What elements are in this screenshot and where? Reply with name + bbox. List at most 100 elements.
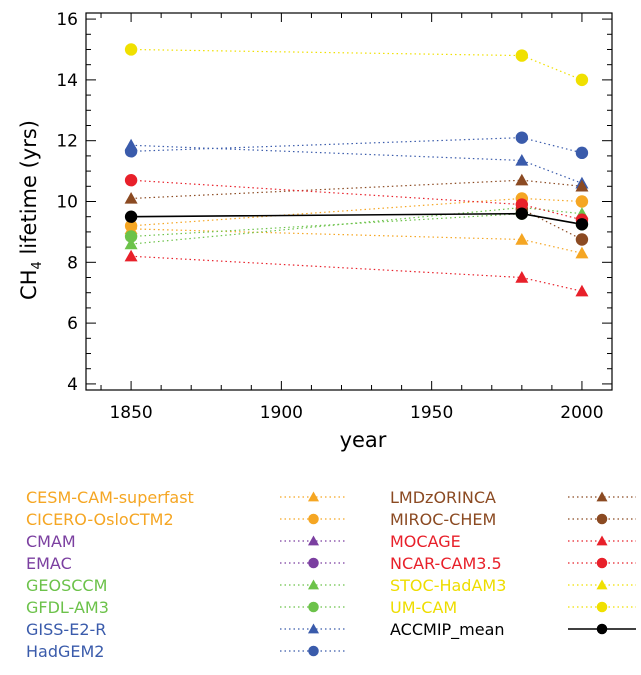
x-axis-title: year	[340, 428, 387, 452]
legend-entry-9: MIROC-CHEM	[390, 510, 636, 529]
legend-label: ACCMIP_mean	[390, 620, 505, 640]
series-line-13	[131, 48, 583, 81]
legend-entry-6: GISS-E2-R	[26, 620, 347, 639]
legend-label: CMAM	[26, 532, 76, 551]
y-tick-label: 4	[67, 375, 78, 395]
y-tick-label: 14	[56, 71, 78, 91]
series-line-1	[131, 197, 582, 227]
x-tick-label: 2000	[560, 403, 603, 423]
plot-area	[124, 43, 589, 297]
legend-entry-0: CESM-CAM-superfast	[26, 488, 347, 507]
y-axis-title: CH4 lifetime (yrs)	[17, 120, 45, 300]
legend-entry-3: EMAC	[26, 554, 347, 573]
y-tick-label: 10	[56, 193, 78, 213]
legend-label: HadGEM2	[26, 642, 104, 661]
y-axis-title-rest: lifetime (yrs)	[17, 120, 41, 261]
point-7-0	[124, 145, 138, 158]
point-10-1	[515, 271, 529, 283]
legend-marker	[308, 557, 319, 569]
legend-label: UM-CAM	[390, 598, 457, 617]
plot-frame	[85, 12, 613, 391]
series-line-8	[131, 179, 583, 200]
legend-entry-14: ACCMIP_mean	[390, 620, 636, 640]
point-7-1	[515, 131, 529, 144]
point-11-0	[124, 174, 138, 187]
point-0-1	[515, 233, 529, 245]
legend-marker	[307, 491, 320, 502]
legend-label: GISS-E2-R	[26, 620, 106, 639]
legend-entry-7: HadGEM2	[26, 642, 347, 661]
point-7-2	[575, 146, 589, 160]
legend-label: MOCAGE	[390, 532, 461, 551]
legend-entry-10: MOCAGE	[390, 532, 636, 551]
legend-marker	[596, 601, 608, 613]
x-tick-label: 1850	[109, 403, 152, 423]
legend-label: CICERO-OsloCTM2	[26, 510, 174, 529]
point-1-2	[575, 195, 589, 208]
legend-marker	[596, 535, 608, 546]
legend-marker	[308, 513, 319, 525]
point-9-2	[575, 233, 589, 246]
legend-entry-11: NCAR-CAM3.5	[390, 554, 636, 573]
legend-marker	[596, 513, 608, 525]
series-line-7	[131, 137, 583, 154]
legend-entry-13: UM-CAM	[390, 598, 636, 617]
legend-label: EMAC	[26, 554, 72, 573]
x-tick-label: 1900	[260, 403, 303, 423]
point-13-1	[515, 49, 529, 62]
legend-label: NCAR-CAM3.5	[390, 554, 502, 573]
legend-marker	[596, 557, 608, 569]
y-tick-label: 16	[56, 10, 78, 30]
legend-entry-1: CICERO-OsloCTM2	[26, 510, 347, 529]
point-8-0	[124, 191, 138, 204]
legend-entry-12: STOC-HadAM3	[390, 576, 636, 595]
series-line-9	[521, 208, 583, 241]
series-line-5	[131, 213, 583, 238]
series-line-10	[131, 255, 583, 292]
point-10-2	[575, 284, 589, 297]
point-8-2	[575, 179, 589, 192]
axes: 1850 1900 1950 2000 4 6 8 10 12 14 16	[56, 10, 613, 423]
point-5-0	[124, 230, 138, 243]
series-line-11	[131, 179, 583, 221]
legend-marker	[596, 623, 608, 635]
x-tick-label: 1950	[410, 403, 453, 423]
point-8-1	[515, 173, 529, 186]
series-line-6	[131, 144, 583, 184]
legend-entry-2: CMAM	[26, 532, 347, 551]
y-tick-label: 8	[67, 253, 78, 273]
legend-label: CESM-CAM-superfast	[26, 488, 194, 507]
legend-marker	[596, 491, 608, 502]
point-4-0	[124, 237, 138, 250]
legend-label: MIROC-CHEM	[390, 510, 496, 529]
point-14-2	[575, 218, 589, 231]
y-tick-label: 6	[67, 314, 78, 334]
legend-entry-5: GFDL-AM3	[26, 598, 347, 617]
legend-marker	[308, 601, 319, 613]
y-tick-label: 12	[56, 132, 78, 152]
legend-marker	[307, 623, 320, 634]
point-13-0	[124, 43, 138, 56]
point-10-0	[124, 249, 138, 262]
point-11-1	[515, 198, 529, 211]
point-14-1	[515, 207, 529, 220]
legend-marker	[308, 645, 319, 657]
point-0-2	[575, 246, 589, 259]
legend-marker	[307, 535, 320, 546]
point-14-0	[124, 210, 138, 223]
legend-label: STOC-HadAM3	[390, 576, 506, 595]
y-axis-title-sub: 4	[30, 261, 45, 269]
point-6-1	[515, 153, 529, 166]
legend-label: GEOSCCM	[26, 576, 107, 595]
y-axis-title-main: CH	[17, 269, 41, 299]
legend-entry-8: LMDzORINCA	[390, 488, 636, 507]
legend-label: LMDzORINCA	[390, 488, 496, 507]
point-13-2	[575, 73, 589, 87]
legend-label: GFDL-AM3	[26, 598, 109, 617]
legend: CESM-CAM-superfast CICERO-OsloCTM2 CMAM EMA…	[26, 488, 636, 661]
legend-marker	[307, 579, 320, 590]
legend-entry-4: GEOSCCM	[26, 576, 347, 595]
legend-marker	[596, 579, 608, 590]
point-1-0	[124, 219, 138, 233]
